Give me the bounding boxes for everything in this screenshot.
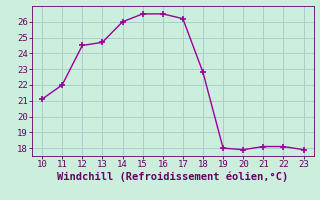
X-axis label: Windchill (Refroidissement éolien,°C): Windchill (Refroidissement éolien,°C) [57, 172, 288, 182]
